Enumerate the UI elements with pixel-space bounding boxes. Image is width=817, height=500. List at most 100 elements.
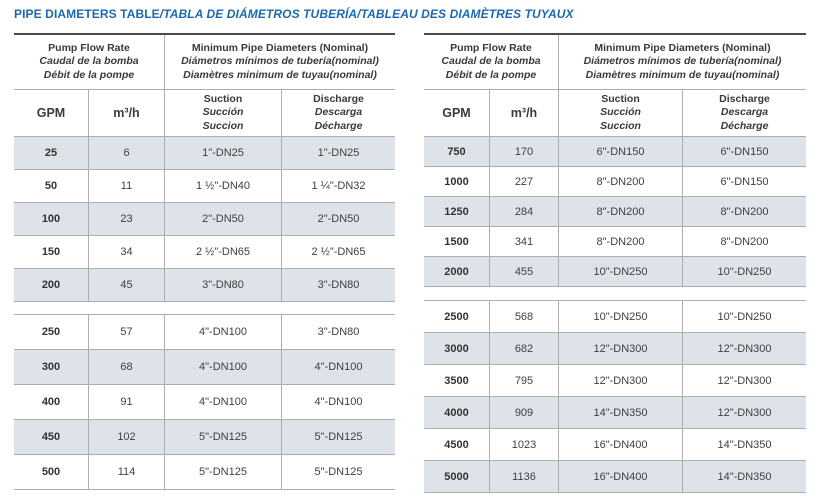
suction-label-fr: Succion	[202, 119, 244, 132]
m3h-cell: 227	[490, 167, 559, 196]
discharge-cell: 12"-DN300	[717, 406, 772, 419]
suction-cell: 1"-DN25	[165, 137, 282, 169]
discharge-cell: 4"-DN100	[314, 396, 363, 408]
suction-cell: 10"-DN250	[559, 257, 683, 286]
suction-cell: 10"-DN250	[559, 301, 683, 332]
suction-label-es: Succión	[202, 106, 244, 119]
discharge-cell: 2"-DN50	[317, 213, 360, 225]
gpm-column-header: GPM	[14, 90, 89, 136]
discharge-label-fr: Décharge	[720, 119, 769, 132]
page-title: PIPE DIAMETERS TABLE/TABLA DE DIÁMETROS …	[14, 7, 574, 21]
table-row: 250 57 4"-DN100 3"-DN80	[14, 315, 395, 350]
table-row: 1500 341 8"-DN200 8"-DN200	[424, 227, 806, 257]
gpm-cell: 300	[14, 350, 89, 384]
m3h-cell: 909	[490, 397, 559, 428]
suction-cell: 8"-DN200	[559, 167, 683, 196]
m3h-cell: 11	[89, 170, 165, 202]
discharge-cell: 5"-DN125	[314, 431, 363, 443]
suction-cell: 4"-DN100	[165, 315, 282, 349]
m3h-cell: 45	[89, 269, 165, 301]
table-section: 25 6 1"-DN25 1"-DN25 50 11 1 ½"-DN40 1 ¼"-DN32 1…	[14, 137, 395, 302]
column-header-row: GPM m³/h Suction Succión Succion Dischar…	[424, 90, 806, 137]
flow-rate-label-es: Caudal de la bomba	[441, 55, 541, 68]
discharge-cell: 10"-DN250	[717, 310, 772, 323]
diameters-label-es: Diámetros mínimos de tubería(nominal)	[181, 55, 379, 68]
table-row: 750 170 6"-DN150 6"-DN150	[424, 137, 806, 167]
discharge-label-en: Discharge	[313, 92, 364, 105]
discharge-label-es: Descarga	[720, 106, 769, 119]
table-row: 150 34 2 ½"-DN65 2 ½"-DN65	[14, 236, 395, 269]
group-header-row: Pump Flow Rate Caudal de la bomba Débit …	[424, 35, 806, 90]
suction-label-en: Suction	[601, 92, 640, 105]
discharge-cell: 3"-DN80	[317, 326, 360, 338]
gpm-cell: 400	[14, 385, 89, 419]
suction-label-fr: Succion	[600, 119, 641, 132]
m3h-cell: 34	[89, 236, 165, 268]
table-row: 1250 284 8"-DN200 8"-DN200	[424, 197, 806, 227]
table-row: 50 11 1 ½"-DN40 1 ¼"-DN32	[14, 170, 395, 203]
table-row: 4000 909 14"-DN350 12"-DN300	[424, 397, 806, 429]
suction-cell: 5"-DN125	[165, 455, 282, 489]
discharge-cell: 1"-DN25	[317, 147, 360, 159]
discharge-label-en: Discharge	[719, 92, 770, 105]
table-row: 3500 795 12"-DN300 12"-DN300	[424, 365, 806, 397]
discharge-label-es: Descarga	[314, 106, 363, 119]
m3h-cell: 57	[89, 315, 165, 349]
table-section: 250 57 4"-DN100 3"-DN80 300 68 4"-DN100 4"-DN10…	[14, 314, 395, 490]
gpm-cell: 450	[14, 420, 89, 454]
suction-cell: 3"-DN80	[165, 269, 282, 301]
suction-cell: 6"-DN150	[559, 137, 683, 166]
suction-cell: 8"-DN200	[559, 197, 683, 226]
m3h-column-header: m³/h	[490, 90, 559, 136]
gpm-column-header: GPM	[424, 90, 490, 136]
group-header-row: Pump Flow Rate Caudal de la bomba Débit …	[14, 35, 395, 90]
gpm-cell: 100	[14, 203, 89, 235]
table-row: 1000 227 8"-DN200 6"-DN150	[424, 167, 806, 197]
gpm-cell: 1500	[424, 227, 490, 256]
suction-cell: 14"-DN350	[559, 397, 683, 428]
suction-cell: 2 ½"-DN65	[165, 236, 282, 268]
discharge-cell: 1 ¼"-DN32	[311, 180, 366, 192]
flow-rate-label-en: Pump Flow Rate	[48, 41, 130, 54]
discharge-cell: 8"-DN200	[720, 205, 769, 218]
table-row: 25 6 1"-DN25 1"-DN25	[14, 137, 395, 170]
discharge-cell: 6"-DN150	[720, 145, 769, 158]
gpm-cell: 1250	[424, 197, 490, 226]
discharge-cell: 12"-DN300	[717, 374, 772, 387]
discharge-cell: 14"-DN350	[717, 438, 772, 451]
diameters-label-en: Minimum Pipe Diameters (Nominal)	[594, 41, 771, 54]
gpm-cell: 3000	[424, 333, 490, 364]
m3h-column-header: m³/h	[89, 90, 165, 136]
column-header-row: GPM m³/h Suction Succión Succion Dischar…	[14, 90, 395, 137]
m3h-cell: 1136	[490, 461, 559, 492]
gpm-cell: 50	[14, 170, 89, 202]
m3h-cell: 102	[89, 420, 165, 454]
gpm-cell: 500	[14, 455, 89, 489]
m3h-cell: 23	[89, 203, 165, 235]
discharge-cell: 8"-DN200	[720, 235, 769, 248]
table-section: 2500 568 10"-DN250 10"-DN250 3000 682 12"-DN30…	[424, 300, 806, 493]
flow-rate-label-es: Caudal de la bomba	[39, 55, 139, 68]
suction-cell: 2"-DN50	[165, 203, 282, 235]
table-row: 300 68 4"-DN100 4"-DN100	[14, 350, 395, 385]
diameters-label-fr: Diamètres minimum de tuyau(nominal)	[585, 68, 780, 81]
m3h-cell: 68	[89, 350, 165, 384]
pipe-table-high-flow: Pump Flow Rate Caudal de la bomba Débit …	[424, 33, 806, 493]
m3h-cell: 568	[490, 301, 559, 332]
gpm-cell: 4500	[424, 429, 490, 460]
m3h-cell: 795	[490, 365, 559, 396]
diameters-group-header: Minimum Pipe Diameters (Nominal) Diámetr…	[559, 35, 806, 89]
diameters-label-fr: Diamètres minimum de tuyau(nominal)	[183, 68, 377, 81]
discharge-label-fr: Décharge	[314, 119, 363, 132]
flow-rate-label-fr: Débit de la pompe	[43, 68, 135, 81]
diameters-label-en: Minimum Pipe Diameters (Nominal)	[191, 41, 369, 54]
m3h-cell: 682	[490, 333, 559, 364]
discharge-cell: 12"-DN300	[717, 342, 772, 355]
suction-cell: 8"-DN200	[559, 227, 683, 256]
gpm-cell: 2000	[424, 257, 490, 286]
suction-column-header: Suction Succión Succion	[559, 90, 683, 136]
gpm-cell: 5000	[424, 461, 490, 492]
diameters-group-header: Minimum Pipe Diameters (Nominal) Diámetr…	[165, 35, 395, 89]
flow-rate-group-header: Pump Flow Rate Caudal de la bomba Débit …	[14, 35, 165, 89]
table-row: 500 114 5"-DN125 5"-DN125	[14, 455, 395, 490]
